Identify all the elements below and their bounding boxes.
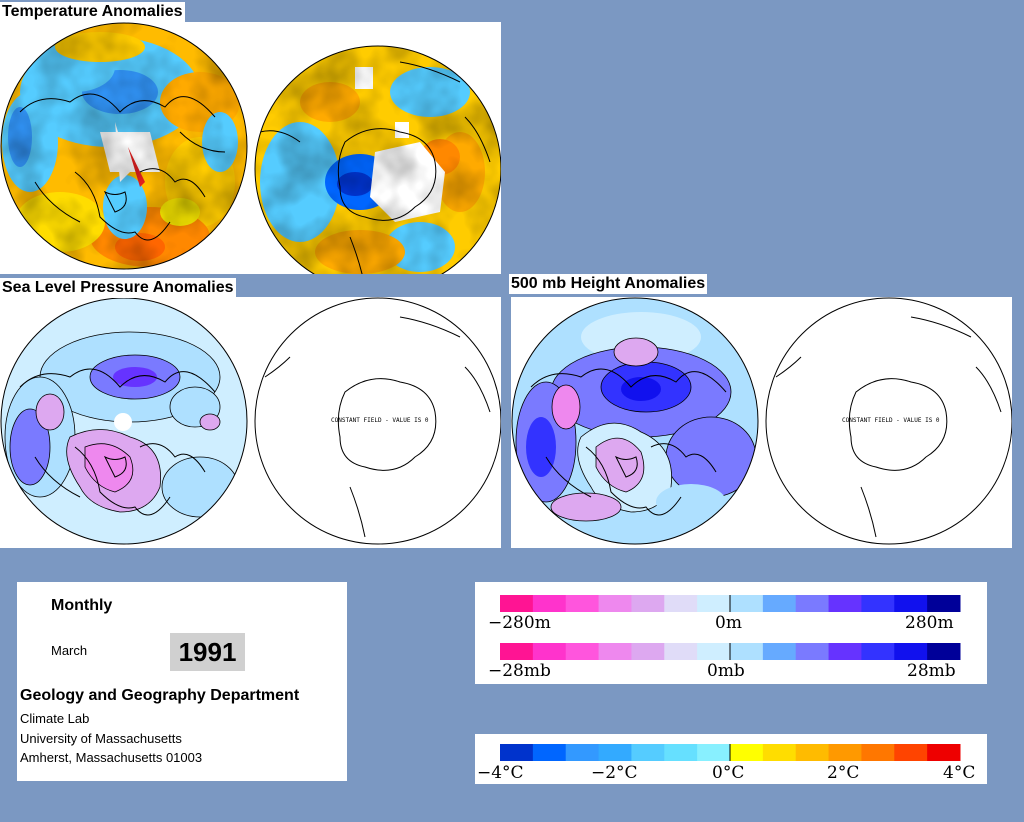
height-colorbar-swatch	[828, 595, 862, 612]
pressure-colorbar-swatch	[795, 643, 830, 660]
height-scale-left-label: −280m	[488, 613, 551, 633]
height-colorbar-swatch	[861, 595, 895, 612]
height-colorbar-swatch	[762, 595, 797, 612]
temperature-south-hemisphere	[255, 46, 501, 274]
slp-title: Sea Level Pressure Anomalies	[0, 278, 236, 298]
anomaly-scale-svg: −280m 0m 280m −28mb 0mb 28mb	[488, 595, 961, 681]
temperature-colorbar-swatch	[730, 744, 764, 761]
month-label: March	[51, 643, 88, 658]
university-label: University of Massachusetts	[20, 731, 182, 746]
slp-constant-field-label: CONSTANT FIELD - VALUE IS 0	[331, 417, 429, 424]
pressure-colorbar-swatch	[631, 643, 665, 660]
pressure-colorbar-swatch	[598, 643, 632, 660]
temperature-scale-box: −4°C −2°C 0°C 2°C 4°C	[475, 734, 987, 784]
pressure-colorbar-swatch	[861, 643, 895, 660]
height-colorbar-swatch	[795, 595, 830, 612]
slp-north-hemisphere	[1, 298, 247, 544]
temperature-north-hemisphere	[1, 23, 247, 269]
height-colorbar-swatch	[730, 595, 764, 612]
temperature-maps	[0, 22, 501, 274]
pressure-colorbar-swatch	[697, 643, 731, 660]
pressure-colorbar-swatch	[762, 643, 797, 660]
height500-south-hemisphere: CONSTANT FIELD - VALUE IS 0	[765, 297, 1012, 545]
temperature-scale-2-label: 2°C	[827, 763, 859, 783]
department-label: Geology and Geography Department	[20, 687, 300, 704]
temperature-scale-4-label: 4°C	[943, 763, 975, 783]
temperature-colorbar-swatch	[795, 744, 830, 761]
temperature-colorbar-swatch	[565, 744, 600, 761]
pressure-scale-mid-label: 0mb	[707, 661, 745, 681]
temperature-colorbar-swatch	[598, 744, 632, 761]
height500-maps: CONSTANT FIELD - VALUE IS 0	[511, 297, 1012, 545]
temperature-colorbar-swatch	[664, 744, 698, 761]
temperature-colorbar-swatch	[697, 744, 731, 761]
pressure-scale-left-label: −28mb	[488, 661, 551, 681]
temperature-colorbar-swatch	[828, 744, 862, 761]
pressure-colorbar-swatch	[532, 643, 567, 660]
temperature-colorbar-swatch	[894, 744, 928, 761]
height-colorbar-swatch	[598, 595, 632, 612]
height500-constant-field-label: CONSTANT FIELD - VALUE IS 0	[842, 417, 940, 424]
pressure-colorbar-swatch	[730, 643, 764, 660]
height500-panel: CONSTANT FIELD - VALUE IS 0	[511, 297, 1012, 548]
year-label: 1991	[170, 633, 245, 671]
address-label: Amherst, Massachusetts 01003	[20, 750, 203, 765]
height-colorbar-swatch	[532, 595, 567, 612]
pressure-colorbar-swatch	[565, 643, 600, 660]
height500-title: 500 mb Height Anomalies	[509, 274, 708, 294]
pressure-colorbar-swatch	[664, 643, 698, 660]
slp-panel: CONSTANT FIELD - VALUE IS 0	[0, 297, 501, 548]
height-colorbar-swatch	[697, 595, 731, 612]
temperature-scale-minus2-label: −2°C	[591, 763, 638, 783]
period-label: Monthly	[51, 597, 113, 614]
temperature-colorbar-swatch	[500, 744, 534, 761]
info-box: Monthly March 1991 Geology and Geography…	[17, 582, 347, 781]
temperature-scale-minus4-label: −4°C	[477, 763, 524, 783]
temperature-colorbar	[500, 744, 961, 761]
height-colorbar-swatch	[927, 595, 961, 612]
temperature-scale-0-label: 0°C	[712, 763, 744, 783]
anomaly-scale-box: −280m 0m 280m −28mb 0mb 28mb	[475, 582, 987, 684]
height-scale-right-label: 280m	[905, 613, 954, 633]
pressure-colorbar-swatch	[927, 643, 961, 660]
lab-label: Climate Lab	[20, 711, 90, 726]
height500-north-hemisphere	[512, 298, 758, 544]
height-scale-mid-label: 0m	[715, 613, 742, 633]
height-colorbar-swatch	[500, 595, 534, 612]
slp-south-hemisphere: CONSTANT FIELD - VALUE IS 0	[254, 297, 501, 545]
height-colorbar-swatch	[565, 595, 600, 612]
temperature-title: Temperature Anomalies	[0, 2, 185, 22]
height-colorbar-swatch	[631, 595, 665, 612]
pressure-colorbar-swatch	[894, 643, 928, 660]
height-colorbar	[500, 595, 961, 612]
pressure-scale-right-label: 28mb	[907, 661, 956, 681]
height-colorbar-swatch	[664, 595, 698, 612]
temperature-colorbar-swatch	[927, 744, 961, 761]
temperature-colorbar-swatch	[861, 744, 895, 761]
pressure-colorbar	[500, 643, 961, 660]
temperature-colorbar-swatch	[762, 744, 797, 761]
temperature-panel	[0, 22, 501, 274]
slp-maps: CONSTANT FIELD - VALUE IS 0	[0, 297, 501, 545]
pressure-colorbar-swatch	[828, 643, 862, 660]
temperature-colorbar-swatch	[631, 744, 665, 761]
temperature-scale-svg: −4°C −2°C 0°C 2°C 4°C	[477, 744, 975, 783]
temperature-colorbar-swatch	[532, 744, 567, 761]
height-colorbar-swatch	[894, 595, 928, 612]
pressure-colorbar-swatch	[500, 643, 534, 660]
